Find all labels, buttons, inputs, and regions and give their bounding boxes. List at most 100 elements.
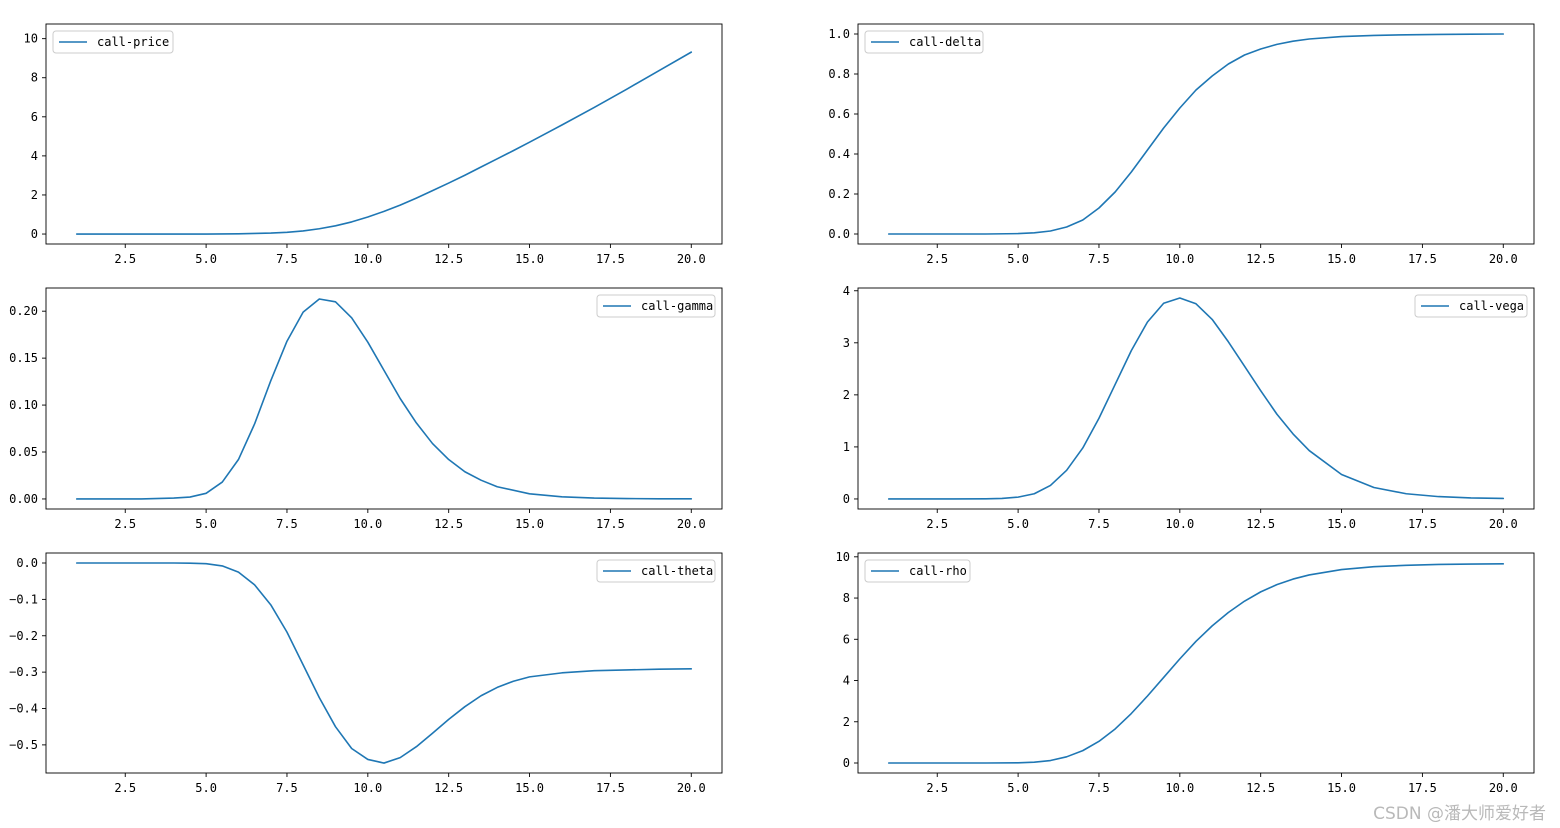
x-tick-label: 7.5 bbox=[276, 517, 298, 531]
series-line-call-gamma bbox=[75, 298, 693, 500]
y-tick-label: 1 bbox=[843, 440, 850, 454]
x-tick-label: 5.0 bbox=[1007, 517, 1029, 531]
x-tick-label: 10.0 bbox=[353, 781, 382, 795]
y-tick-label: −0.3 bbox=[9, 665, 38, 679]
legend-box bbox=[864, 30, 984, 54]
y-tick-label: 0 bbox=[843, 492, 850, 506]
y-tick-label: 0.00 bbox=[9, 492, 38, 506]
x-tick-label: 15.0 bbox=[1327, 252, 1356, 266]
x-tick-label: 12.5 bbox=[434, 781, 463, 795]
y-tick-label: 8 bbox=[31, 71, 38, 85]
x-tick-label: 15.0 bbox=[515, 781, 544, 795]
x-tick-label: 20.0 bbox=[1489, 252, 1518, 266]
y-tick-label: 0.2 bbox=[828, 187, 850, 201]
x-tick-label: 20.0 bbox=[1489, 517, 1518, 531]
y-tick-label: −0.1 bbox=[9, 592, 38, 606]
legend: call-theta bbox=[596, 559, 716, 583]
y-tick-label: 3 bbox=[843, 336, 850, 350]
x-tick-label: 12.5 bbox=[1246, 517, 1275, 531]
legend-box bbox=[1414, 294, 1528, 318]
y-tick-label: 4 bbox=[843, 284, 850, 298]
x-tick-label: 17.5 bbox=[596, 252, 625, 266]
x-tick-label: 20.0 bbox=[677, 781, 706, 795]
y-tick-label: −0.5 bbox=[9, 738, 38, 752]
subplot-call-gamma: 2.5 5.0 7.5 10.0 12.5 15.0 17.5 20.0 0.00 0.05 0.1… bbox=[9, 287, 723, 531]
series-line-call-price bbox=[75, 51, 693, 235]
y-tick-label: 0 bbox=[843, 756, 850, 770]
x-tick-label: 10.0 bbox=[1165, 781, 1194, 795]
x-tick-label: 2.5 bbox=[926, 781, 948, 795]
x-tick-label: 17.5 bbox=[596, 781, 625, 795]
subplot-call-vega: 2.5 5.0 7.5 10.0 12.5 15.0 17.5 20.0 0 1 2 3 4 call-v… bbox=[843, 284, 1535, 531]
x-tick-label: 12.5 bbox=[434, 517, 463, 531]
y-tick-label: 0 bbox=[31, 227, 38, 241]
x-tick-label: 5.0 bbox=[195, 252, 217, 266]
legend-box bbox=[596, 559, 716, 583]
series-line-call-vega bbox=[887, 297, 1505, 500]
x-tick-label: 17.5 bbox=[596, 517, 625, 531]
subplot-call-rho: 2.5 5.0 7.5 10.0 12.5 15.0 17.5 20.0 0 2 4 6 8 10 call… bbox=[836, 550, 1535, 795]
axes-frame bbox=[857, 287, 1535, 510]
legend-label: call-rho bbox=[909, 564, 967, 578]
y-tick-label: 6 bbox=[31, 110, 38, 124]
x-tick-label: 17.5 bbox=[1408, 781, 1437, 795]
x-tick-label: 10.0 bbox=[353, 517, 382, 531]
axes-frame bbox=[45, 23, 723, 245]
x-tick-label: 20.0 bbox=[677, 252, 706, 266]
x-tick-label: 2.5 bbox=[926, 517, 948, 531]
x-tick-label: 20.0 bbox=[1489, 781, 1518, 795]
subplot-call-delta: 2.5 5.0 7.5 10.0 12.5 15.0 17.5 20.0 0.0 0.2 0.4 0.… bbox=[828, 23, 1535, 266]
x-tick-label: 5.0 bbox=[1007, 252, 1029, 266]
legend-label: call-price bbox=[97, 35, 169, 49]
y-tick-label: 4 bbox=[31, 149, 38, 163]
x-tick-label: 12.5 bbox=[1246, 252, 1275, 266]
legend-label: call-vega bbox=[1459, 299, 1524, 313]
axes-frame bbox=[45, 287, 723, 510]
x-tick-label: 10.0 bbox=[353, 252, 382, 266]
y-tick-label: 0.0 bbox=[16, 556, 38, 570]
x-tick-label: 7.5 bbox=[1088, 781, 1110, 795]
x-tick-label: 5.0 bbox=[1007, 781, 1029, 795]
y-tick-label: 0.8 bbox=[828, 67, 850, 81]
watermark: CSDN @潘大师爱好者 bbox=[1373, 804, 1546, 824]
legend: call-price bbox=[52, 30, 174, 54]
x-tick-label: 2.5 bbox=[114, 517, 136, 531]
y-tick-label: 0.6 bbox=[828, 107, 850, 121]
legend: call-rho bbox=[864, 559, 971, 583]
x-tick-label: 15.0 bbox=[1327, 517, 1356, 531]
x-tick-label: 15.0 bbox=[515, 517, 544, 531]
y-tick-label: 6 bbox=[843, 632, 850, 646]
x-tick-label: 7.5 bbox=[276, 252, 298, 266]
x-tick-label: 5.0 bbox=[195, 781, 217, 795]
y-tick-label: 2 bbox=[843, 388, 850, 402]
x-tick-label: 2.5 bbox=[926, 252, 948, 266]
x-tick-label: 12.5 bbox=[1246, 781, 1275, 795]
y-tick-label: 0.20 bbox=[9, 304, 38, 318]
y-tick-label: 0.10 bbox=[9, 398, 38, 412]
x-tick-label: 17.5 bbox=[1408, 517, 1437, 531]
y-tick-label: 0.05 bbox=[9, 445, 38, 459]
x-tick-label: 12.5 bbox=[434, 252, 463, 266]
y-tick-label: 4 bbox=[843, 674, 850, 688]
x-tick-label: 2.5 bbox=[114, 252, 136, 266]
x-tick-label: 2.5 bbox=[114, 781, 136, 795]
legend: call-delta bbox=[864, 30, 984, 54]
legend-box bbox=[596, 294, 716, 318]
y-tick-label: 8 bbox=[843, 591, 850, 605]
x-tick-label: 10.0 bbox=[1165, 517, 1194, 531]
y-tick-label: −0.2 bbox=[9, 629, 38, 643]
x-tick-label: 10.0 bbox=[1165, 252, 1194, 266]
y-tick-label: 10 bbox=[24, 32, 38, 46]
legend-box bbox=[864, 559, 971, 583]
legend-label: call-delta bbox=[909, 35, 981, 49]
y-tick-label: 0.15 bbox=[9, 351, 38, 365]
y-tick-label: −0.4 bbox=[9, 702, 38, 716]
x-tick-label: 5.0 bbox=[195, 517, 217, 531]
y-tick-label: 0.4 bbox=[828, 147, 850, 161]
series-line-call-rho bbox=[887, 563, 1505, 764]
x-tick-label: 17.5 bbox=[1408, 252, 1437, 266]
x-tick-label: 7.5 bbox=[1088, 517, 1110, 531]
x-tick-label: 7.5 bbox=[276, 781, 298, 795]
series-line-call-delta bbox=[887, 33, 1505, 235]
